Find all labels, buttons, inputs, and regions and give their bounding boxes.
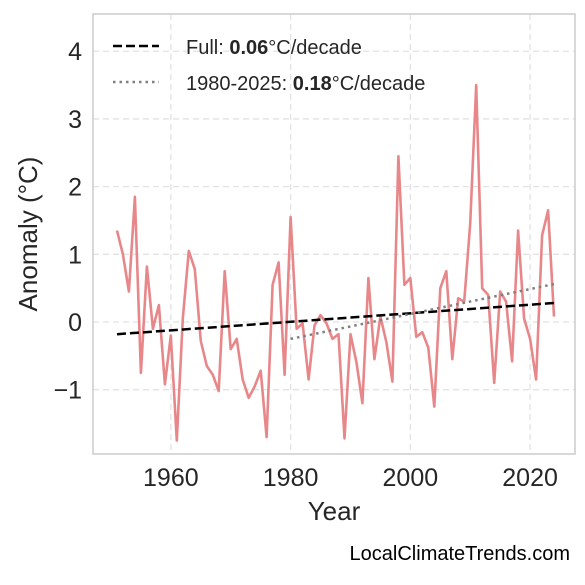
y-tick-label: 0 <box>68 309 82 337</box>
legend-recent-unit: °C/decade <box>332 73 426 95</box>
legend-full-unit: °C/decade <box>268 37 362 59</box>
y-tick-label: 1 <box>68 241 82 269</box>
legend-full-label: Full: 0.06°C/decade <box>186 37 362 59</box>
y-tick-label: 3 <box>68 106 82 134</box>
legend-recent-prefix: 1980-2025: <box>186 73 293 95</box>
x-axis-label: Year <box>308 496 361 526</box>
y-tick-label: 4 <box>68 38 82 66</box>
full-trend-line <box>116 301 555 336</box>
anomaly-line <box>115 83 556 442</box>
plot-frame <box>92 13 576 455</box>
legend-full-prefix: Full: <box>186 37 229 59</box>
y-tick-label: −1 <box>53 377 82 405</box>
series-layer <box>115 83 556 442</box>
x-tick-label: 1980 <box>263 464 319 492</box>
legend: Full: 0.06°C/decade 1980-2025: 0.18°C/de… <box>113 37 425 95</box>
tick-labels: 1960 1980 2000 2020 −1 0 1 2 3 4 <box>53 38 557 492</box>
legend-recent-value: 0.18 <box>293 73 332 95</box>
y-tick-label: 2 <box>68 174 82 202</box>
legend-full-value: 0.06 <box>229 37 268 59</box>
x-tick-label: 2020 <box>502 464 558 492</box>
credit-text: LocalClimateTrends.com <box>350 543 570 565</box>
legend-recent-label: 1980-2025: 0.18°C/decade <box>186 73 425 95</box>
x-tick-label: 1960 <box>143 464 199 492</box>
x-tick-label: 2000 <box>383 464 439 492</box>
y-axis-label: Anomaly (°C) <box>13 157 43 312</box>
grid <box>93 14 575 454</box>
